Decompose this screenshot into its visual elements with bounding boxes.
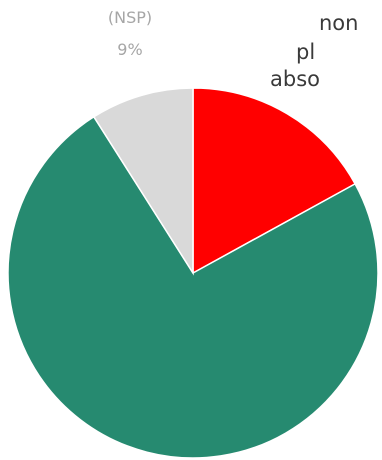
pie-slices [7,87,379,459]
pie-labels: (NSP) 9% [108,8,152,59]
side-text-line-1: non [319,11,359,35]
pie-slice-red [192,87,357,275]
side-text-line-2: pl [296,40,316,64]
slice-label-nsp: (NSP) [108,8,152,27]
side-text-line-3: abso [270,67,320,91]
slice-value-nsp: 9% [117,40,142,59]
pie-slice-nsp [92,87,194,276]
pie-slice-green [7,115,379,459]
